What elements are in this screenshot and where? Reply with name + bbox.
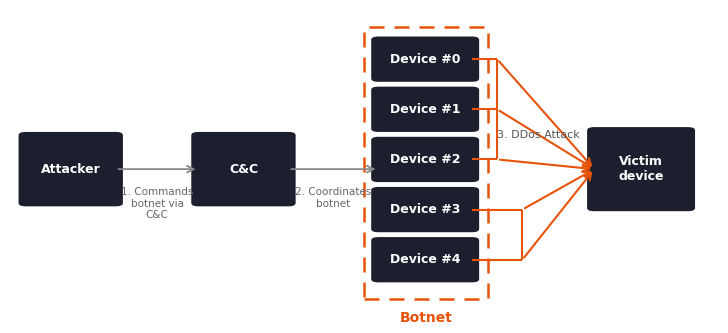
Text: Attacker: Attacker	[41, 163, 100, 175]
Text: 1. Commands
botnet via
C&C: 1. Commands botnet via C&C	[121, 187, 193, 220]
Text: Device #2: Device #2	[390, 153, 460, 166]
Text: Device #4: Device #4	[390, 253, 460, 266]
Text: 2. Coordinates
botnet: 2. Coordinates botnet	[296, 187, 371, 208]
FancyBboxPatch shape	[18, 132, 123, 206]
Text: Device #3: Device #3	[390, 203, 460, 216]
Text: 3. DDos Attack: 3. DDos Attack	[497, 130, 580, 140]
Text: Botnet: Botnet	[400, 311, 452, 325]
Text: Device #0: Device #0	[390, 53, 460, 66]
FancyBboxPatch shape	[371, 237, 479, 282]
FancyBboxPatch shape	[371, 87, 479, 132]
FancyBboxPatch shape	[371, 137, 479, 182]
Text: Device #1: Device #1	[390, 103, 460, 116]
Text: C&C: C&C	[229, 163, 258, 175]
FancyBboxPatch shape	[191, 132, 296, 206]
FancyBboxPatch shape	[371, 187, 479, 232]
Text: Victim
device: Victim device	[618, 155, 664, 183]
FancyBboxPatch shape	[587, 127, 695, 211]
FancyBboxPatch shape	[371, 37, 479, 82]
